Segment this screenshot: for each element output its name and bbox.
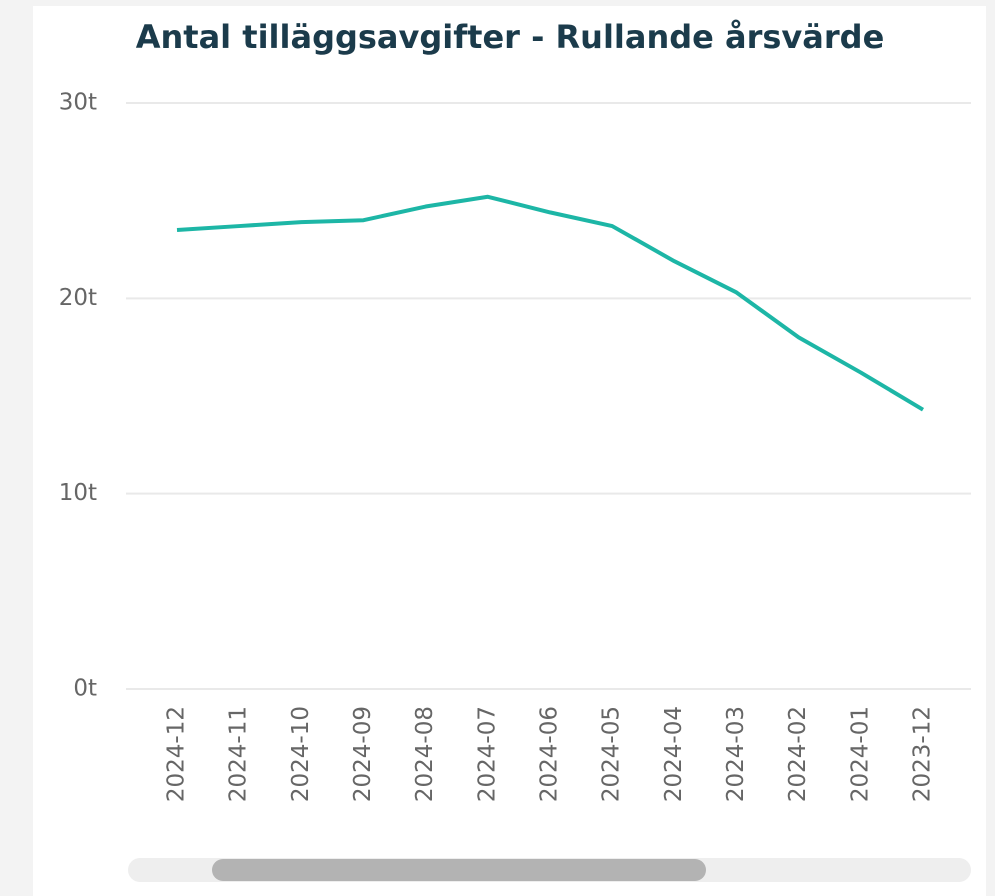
x-tick-label: 2024-08 (412, 706, 438, 802)
x-tick-label: 2024-12 (164, 706, 190, 802)
y-tick-label: 20t (59, 285, 97, 311)
x-tick-label: 2023-12 (910, 706, 936, 802)
x-tick-label: 2024-11 (226, 706, 252, 802)
chart-title: Antal tilläggsavgifter - Rullande årsvär… (136, 18, 885, 56)
x-tick-label: 2024-04 (661, 706, 687, 802)
x-tick-label: 2024-03 (723, 706, 749, 802)
line-series (176, 194, 925, 412)
x-tick-label: 2024-01 (847, 706, 873, 802)
y-tick-label: 30t (59, 90, 97, 116)
x-tick-label: 2024-02 (785, 706, 811, 802)
x-tick-label: 2024-09 (350, 706, 376, 802)
x-tick-label: 2024-10 (288, 706, 314, 802)
x-tick-label: 2024-05 (599, 706, 625, 802)
x-tick-label: 2024-06 (537, 706, 563, 802)
scrollbar-thumb[interactable] (212, 859, 706, 881)
y-tick-label: 0t (73, 676, 97, 702)
x-tick-label: 2024-07 (474, 706, 500, 802)
y-tick-label: 10t (59, 480, 97, 506)
panel (33, 6, 986, 896)
